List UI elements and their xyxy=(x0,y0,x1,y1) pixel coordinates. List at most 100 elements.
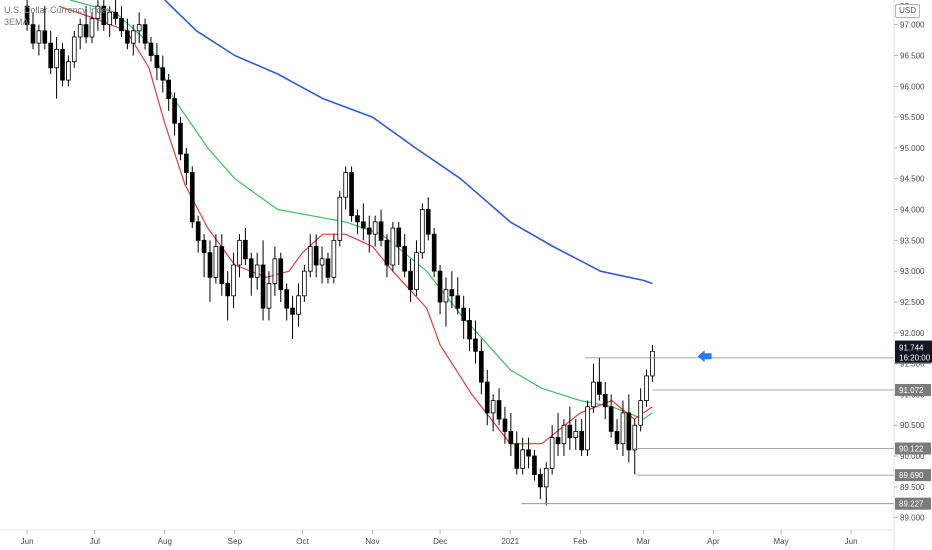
candle-body xyxy=(219,246,225,284)
candle-body xyxy=(573,430,579,438)
y-tick-label: 95.000 xyxy=(900,144,925,153)
annotation-arrow[interactable] xyxy=(697,350,712,363)
candles xyxy=(24,0,655,506)
candle-body xyxy=(597,381,602,395)
candle-body xyxy=(425,209,431,235)
x-tick-label: Dec xyxy=(433,537,447,546)
time-axis[interactable]: Jun Jul Aug Sep Oct Nov Dec 2021 Feb Mar Apr May Jun xyxy=(0,529,894,546)
candle-body xyxy=(243,239,248,260)
candle-body xyxy=(284,289,289,309)
candle-body xyxy=(644,375,649,401)
candle-body xyxy=(130,30,136,44)
candle-body xyxy=(437,270,443,303)
candle-body xyxy=(89,18,95,38)
candle-body xyxy=(54,48,59,69)
candle-body xyxy=(408,270,413,291)
y-tick-label: 89.500 xyxy=(900,483,925,492)
candle-body xyxy=(555,437,561,445)
candle-body xyxy=(431,233,437,272)
x-tick-label: Apr xyxy=(707,537,720,546)
candle-body xyxy=(189,172,195,223)
candle-body xyxy=(302,270,307,297)
level-tag xyxy=(895,383,931,396)
x-tick-label: May xyxy=(774,537,789,546)
candle-body xyxy=(125,30,130,44)
candle-body xyxy=(166,79,171,100)
last-price-countdown: 16:20:00 xyxy=(899,354,931,363)
candle-body xyxy=(101,5,107,26)
y-tick-label: 92.000 xyxy=(900,329,925,338)
ema-slow-line xyxy=(164,0,653,285)
level-tag-label: 90.122 xyxy=(899,445,924,454)
candle-body xyxy=(372,221,378,235)
candle-body xyxy=(71,36,77,63)
candle-body xyxy=(591,381,596,408)
candle-body xyxy=(148,42,154,56)
candle-body xyxy=(390,227,396,266)
candle-body xyxy=(361,221,366,229)
candle-body xyxy=(384,239,390,266)
last-price-tag xyxy=(895,340,932,363)
y-tick-label: 93.500 xyxy=(900,236,925,245)
level-tag xyxy=(895,497,931,510)
x-tick-label: Jun xyxy=(21,537,34,546)
candle-body xyxy=(614,430,620,445)
level-tag-label: 89.690 xyxy=(899,471,924,480)
horizontal-levels[interactable] xyxy=(521,357,895,505)
candle-body xyxy=(178,122,183,155)
candle-body xyxy=(48,42,54,69)
candle-body xyxy=(266,283,272,309)
candle-body xyxy=(213,246,219,278)
candle-body xyxy=(331,239,337,278)
currency-badge[interactable]: USD xyxy=(895,4,920,18)
price-axis[interactable]: 89.00089.50090.00090.50091.00091.50092.0… xyxy=(893,0,925,550)
x-tick-label: Sep xyxy=(228,537,243,546)
x-tick-label: Aug xyxy=(158,537,172,546)
x-tick-label: 2021 xyxy=(501,537,519,546)
candle-body xyxy=(549,437,555,469)
y-tick-label: 92.500 xyxy=(900,298,925,307)
y-tick-label: 89.000 xyxy=(900,514,925,523)
candle-body xyxy=(66,61,71,81)
x-tick-label: Jul xyxy=(90,537,100,546)
candle-body xyxy=(24,5,30,26)
candle-body xyxy=(490,400,496,414)
candle-body xyxy=(420,209,425,254)
candle-body xyxy=(296,295,301,315)
last-price-value: 91.744 xyxy=(899,344,924,353)
candle-body xyxy=(496,400,502,420)
y-tick-label: 94.500 xyxy=(900,175,925,184)
candle-body xyxy=(579,430,584,451)
y-tick-label: 96.000 xyxy=(900,82,925,91)
candle-body xyxy=(260,264,266,309)
candle-body xyxy=(355,215,360,223)
candle-body xyxy=(83,24,89,38)
candle-body xyxy=(254,264,260,278)
candle-body xyxy=(455,295,461,309)
x-tick-label: Nov xyxy=(365,537,379,546)
candle-body xyxy=(325,258,331,278)
candle-body xyxy=(366,227,372,235)
candle-body xyxy=(520,449,525,469)
candle-body xyxy=(538,474,543,488)
candle-body xyxy=(307,246,313,272)
candle-body xyxy=(36,30,42,44)
candle-body xyxy=(343,172,348,198)
x-tick-label: Mar xyxy=(637,537,651,546)
y-tick-label: 90.500 xyxy=(900,421,925,430)
candle-body xyxy=(113,11,118,19)
candle-body xyxy=(561,424,567,445)
candle-body xyxy=(248,258,254,278)
x-tick-label: Jun xyxy=(845,537,858,546)
candle-body xyxy=(514,443,520,469)
level-tag-label: 91.072 xyxy=(899,386,924,395)
candle-body xyxy=(626,412,632,451)
candle-body xyxy=(443,289,449,303)
price-tags: 91.59391.07290.12289.69089.22791.74416:2… xyxy=(895,340,932,510)
candle-body xyxy=(567,424,573,438)
candle-body xyxy=(95,5,101,19)
candle-body xyxy=(508,430,514,445)
candle-body xyxy=(278,258,284,291)
y-tick-label: 94.000 xyxy=(900,206,925,215)
